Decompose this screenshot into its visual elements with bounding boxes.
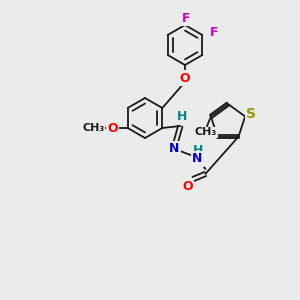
Text: N: N bbox=[169, 142, 179, 155]
Text: F: F bbox=[210, 26, 219, 38]
Text: F: F bbox=[182, 11, 190, 25]
Text: CH₃: CH₃ bbox=[82, 123, 105, 133]
Text: N: N bbox=[192, 152, 202, 166]
Text: H: H bbox=[177, 110, 188, 124]
Text: CH₃: CH₃ bbox=[195, 128, 217, 137]
Text: S: S bbox=[246, 107, 256, 122]
Text: O: O bbox=[107, 122, 118, 134]
Text: H: H bbox=[193, 143, 203, 157]
Text: O: O bbox=[182, 181, 193, 194]
Text: O: O bbox=[180, 71, 190, 85]
